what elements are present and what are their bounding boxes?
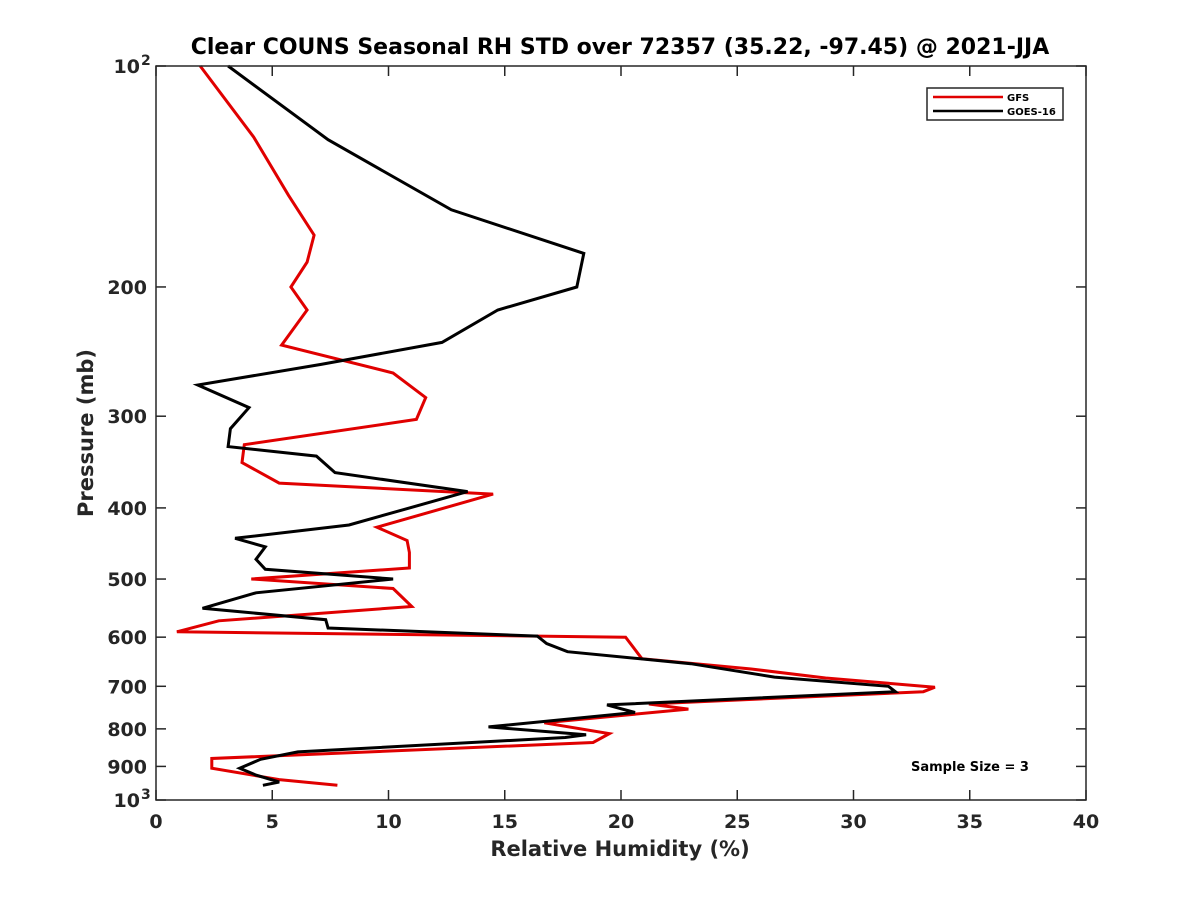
y-tick-label: 10 (114, 790, 140, 812)
x-tick-label: 35 (957, 811, 983, 833)
y-tick-label: 300 (107, 406, 147, 428)
chart-title: Clear COUNS Seasonal RH STD over 72357 (… (191, 35, 1050, 60)
x-tick-label: 10 (375, 811, 401, 833)
legend-label-goes16: GOES-16 (1007, 107, 1056, 118)
x-tick-label: 40 (1073, 811, 1099, 833)
plot-frame (155, 65, 1087, 801)
y-tick-label: 800 (107, 719, 147, 741)
y-tick-label: 900 (107, 756, 147, 778)
y-tick-label: 600 (107, 627, 147, 649)
y-tick-label: 400 (107, 498, 147, 520)
x-axis-label: Relative Humidity (%) (490, 837, 749, 861)
x-tick-label: 20 (608, 811, 634, 833)
legend-label-gfs: GFS (1007, 93, 1029, 104)
x-axis: 0 5 10 15 20 25 30 35 40 (149, 66, 1099, 833)
legend: GFS GOES-16 (926, 87, 1064, 121)
legend-box (926, 87, 1064, 121)
x-tick-label: 5 (266, 811, 279, 833)
x-tick-label: 30 (840, 811, 866, 833)
x-tick-label: 0 (149, 811, 162, 833)
plot-lines (176, 64, 936, 787)
x-tick-label: 25 (724, 811, 750, 833)
sample-size-annotation: Sample Size = 3 (911, 760, 1029, 775)
series-line-gfs (176, 65, 936, 787)
y-tick-label: 700 (107, 676, 147, 698)
y-tick-exponent: 3 (141, 787, 151, 803)
y-tick-label: 500 (107, 569, 147, 591)
y-tick-label: 10 (114, 56, 140, 78)
x-tick-label: 15 (492, 811, 518, 833)
y-tick-exponent: 2 (141, 53, 151, 69)
y-tick-label: 200 (107, 277, 147, 299)
series-line-goes16 (192, 64, 900, 787)
y-axis-label: Pressure (mb) (74, 349, 98, 517)
